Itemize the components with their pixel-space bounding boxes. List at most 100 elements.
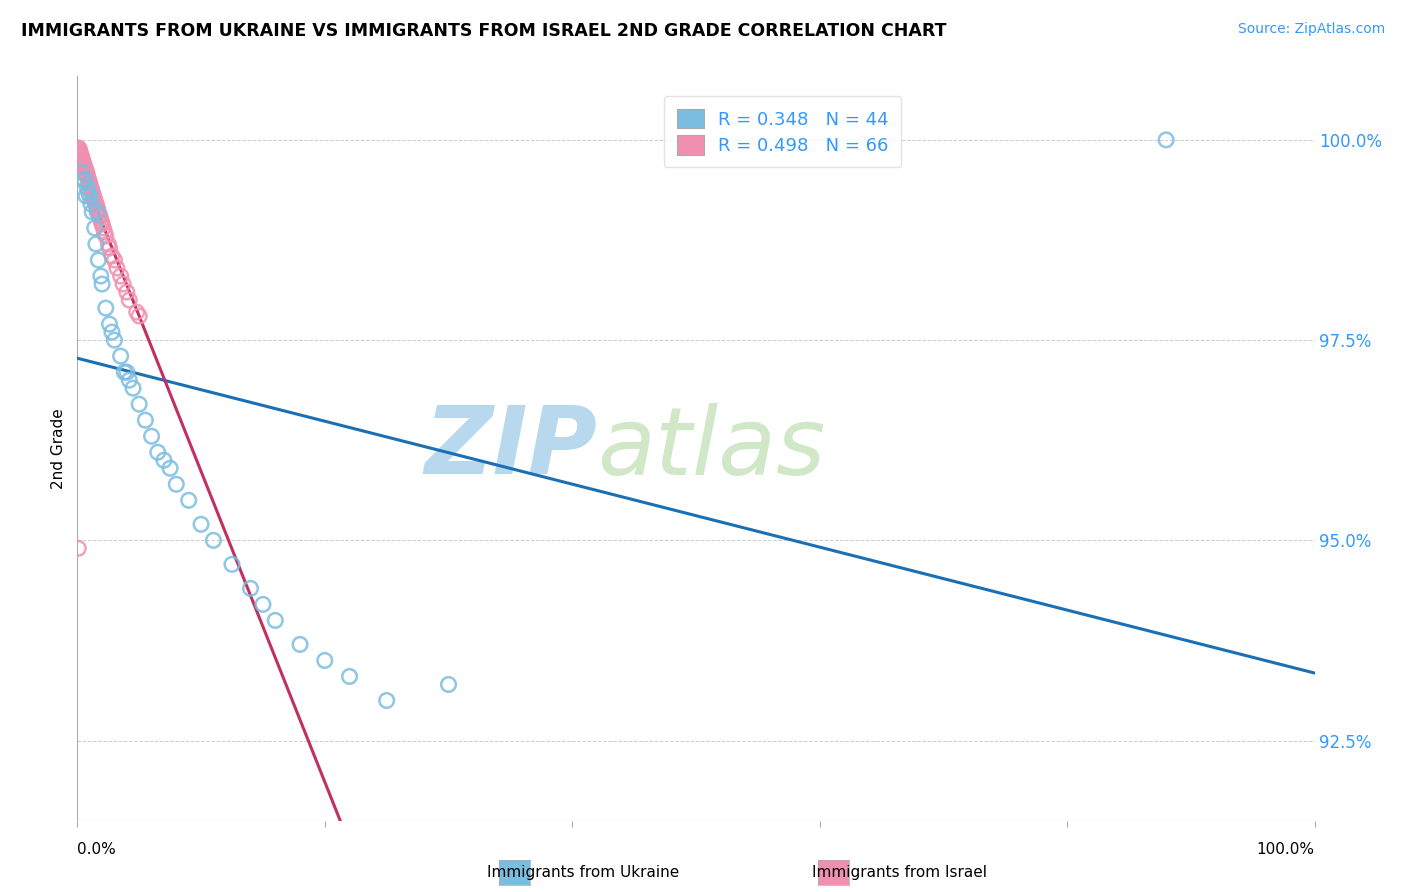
Point xyxy=(82,185,104,199)
Point xyxy=(83,221,105,235)
Point xyxy=(67,141,90,155)
Point xyxy=(153,453,176,467)
Point xyxy=(77,175,100,189)
Point xyxy=(79,179,101,194)
Point xyxy=(87,253,110,268)
Point xyxy=(79,177,101,191)
Point xyxy=(118,373,141,387)
Point xyxy=(101,249,124,263)
Point xyxy=(190,517,212,532)
Point xyxy=(77,185,100,199)
Point xyxy=(165,477,187,491)
Point xyxy=(76,169,98,184)
Point xyxy=(94,229,117,244)
Point xyxy=(75,165,97,179)
Point xyxy=(97,237,120,252)
Point xyxy=(70,149,93,163)
Point xyxy=(80,182,103,196)
Point xyxy=(128,397,150,411)
Point xyxy=(73,160,96,174)
Point xyxy=(79,189,101,203)
Point xyxy=(76,181,98,195)
Point xyxy=(94,301,117,315)
Point xyxy=(90,268,112,283)
Point xyxy=(72,173,94,187)
Point xyxy=(93,225,115,239)
Point xyxy=(69,143,91,157)
Point xyxy=(72,154,94,169)
Point xyxy=(86,205,108,219)
Point xyxy=(73,161,96,175)
Point xyxy=(252,598,274,612)
Point xyxy=(75,162,97,177)
Point xyxy=(83,190,105,204)
Point xyxy=(1154,133,1177,147)
Point xyxy=(98,241,121,255)
Point xyxy=(239,582,262,596)
Point xyxy=(69,145,91,159)
Point xyxy=(76,167,98,181)
Text: IMMIGRANTS FROM UKRAINE VS IMMIGRANTS FROM ISRAEL 2ND GRADE CORRELATION CHART: IMMIGRANTS FROM UKRAINE VS IMMIGRANTS FR… xyxy=(21,22,946,40)
Point xyxy=(159,461,181,475)
Point xyxy=(82,205,104,219)
Point xyxy=(86,198,108,212)
Point xyxy=(72,157,94,171)
Point xyxy=(86,201,108,215)
Point xyxy=(89,209,111,223)
Point xyxy=(70,165,93,179)
Point xyxy=(75,163,97,178)
Point xyxy=(69,147,91,161)
Point xyxy=(69,146,91,161)
Point xyxy=(87,202,110,217)
Point xyxy=(314,653,336,667)
Point xyxy=(67,541,90,556)
Y-axis label: 2nd Grade: 2nd Grade xyxy=(51,408,66,489)
Point xyxy=(80,197,103,211)
Point xyxy=(89,211,111,225)
Point xyxy=(91,221,114,235)
Point xyxy=(84,194,107,209)
Text: atlas: atlas xyxy=(598,402,825,494)
Point xyxy=(375,693,398,707)
Point xyxy=(70,152,93,166)
Text: Immigrants from Israel: Immigrants from Israel xyxy=(813,865,987,880)
Point xyxy=(103,333,125,347)
Point xyxy=(80,181,103,195)
Point xyxy=(67,143,90,157)
Text: 0.0%: 0.0% xyxy=(77,842,117,857)
Text: ZIP: ZIP xyxy=(425,402,598,494)
Point xyxy=(202,533,225,548)
Point xyxy=(87,206,110,220)
Point xyxy=(134,413,156,427)
Point xyxy=(70,150,93,164)
Point xyxy=(110,268,132,283)
Point xyxy=(90,214,112,228)
Point xyxy=(83,193,105,207)
Point xyxy=(82,189,104,203)
Point xyxy=(73,158,96,172)
Legend: R = 0.348   N = 44, R = 0.498   N = 66: R = 0.348 N = 44, R = 0.498 N = 66 xyxy=(664,96,901,168)
Text: Source: ZipAtlas.com: Source: ZipAtlas.com xyxy=(1237,22,1385,37)
Point xyxy=(125,305,148,319)
Point xyxy=(105,260,128,275)
Point xyxy=(115,285,138,299)
Text: 100.0%: 100.0% xyxy=(1257,842,1315,857)
Point xyxy=(128,309,150,323)
Point xyxy=(288,637,311,651)
Point xyxy=(82,186,104,201)
Point xyxy=(75,165,97,179)
Point xyxy=(84,237,107,252)
Point xyxy=(75,189,97,203)
Text: Immigrants from Ukraine: Immigrants from Ukraine xyxy=(488,865,679,880)
Point xyxy=(77,173,100,187)
Point xyxy=(101,325,124,339)
Point xyxy=(91,217,114,231)
Point xyxy=(76,167,98,181)
Point xyxy=(73,159,96,173)
Point xyxy=(118,293,141,307)
Point xyxy=(103,253,125,268)
Point xyxy=(73,161,96,176)
Point xyxy=(84,197,107,211)
Point xyxy=(177,493,200,508)
Point xyxy=(115,365,138,379)
